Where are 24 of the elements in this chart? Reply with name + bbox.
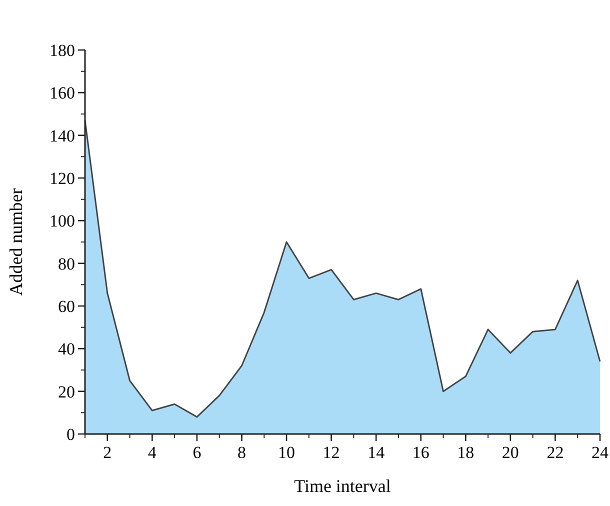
y-tick-label: 40 [58, 340, 75, 359]
x-tick-label: 16 [412, 443, 430, 462]
x-tick-label: 2 [103, 443, 112, 462]
y-axis-title: Added number [6, 188, 26, 296]
y-tick-label: 100 [50, 212, 75, 231]
x-tick-label: 10 [278, 443, 296, 462]
y-tick-label: 180 [50, 40, 75, 60]
x-tick-label: 22 [546, 443, 564, 462]
x-tick-label: 18 [457, 443, 474, 462]
y-tick-label: 0 [66, 424, 75, 444]
x-tick-label: 8 [237, 443, 246, 462]
x-axis-title: Time interval [294, 476, 391, 496]
x-tick-label: 6 [192, 443, 202, 462]
x-tick-label: 14 [368, 443, 386, 462]
x-tick-label: 24 [592, 443, 609, 462]
y-tick-label: 160 [50, 84, 75, 103]
x-tick-label: 4 [148, 443, 157, 462]
y-tick-label: 20 [58, 382, 75, 402]
y-tick-label: 60 [58, 296, 75, 316]
y-tick-label: 80 [58, 254, 75, 274]
x-tick-label: 20 [502, 443, 519, 462]
y-tick-label: 140 [50, 126, 75, 146]
x-tick-label: 12 [322, 443, 340, 462]
y-tick-label: 120 [50, 168, 75, 188]
